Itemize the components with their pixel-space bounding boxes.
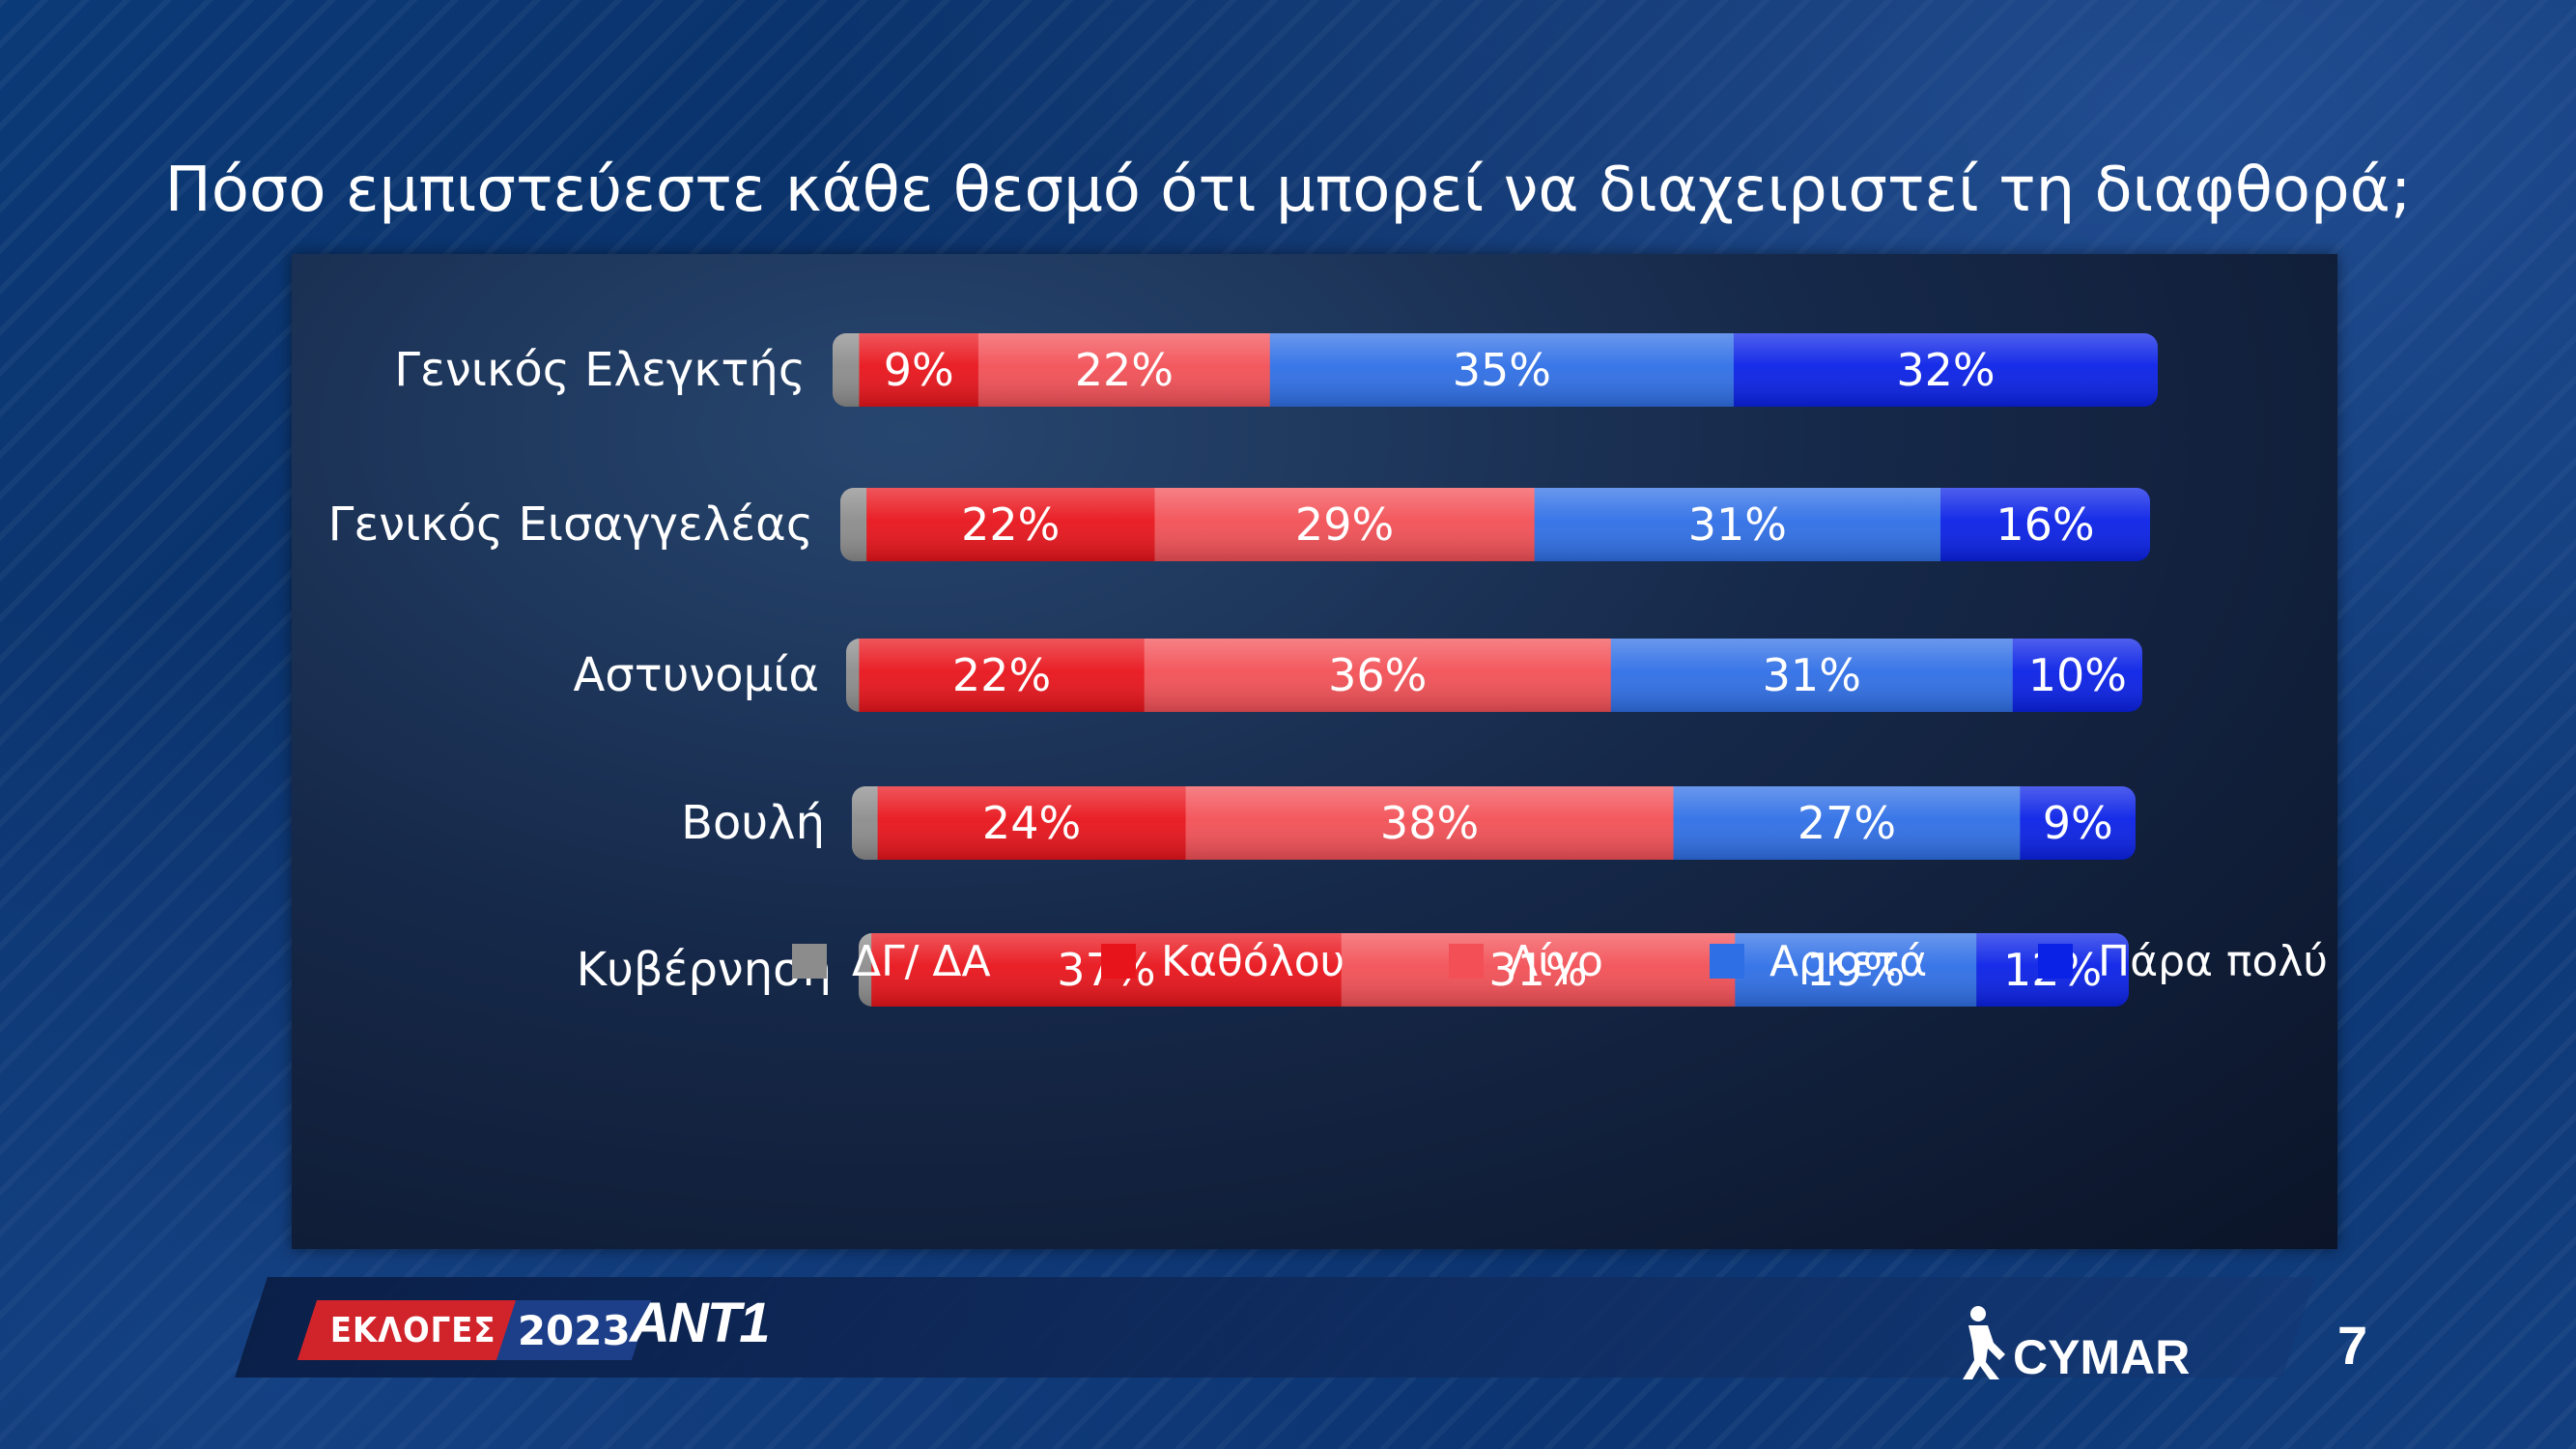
data-label: 16% — [1996, 498, 2094, 551]
data-label: 9% — [884, 344, 954, 396]
data-label: 31% — [1488, 944, 1587, 996]
data-label: 22% — [952, 649, 1051, 701]
legend-item: Πάρα πολύ — [2038, 927, 2328, 995]
page-number: 7 — [2337, 1315, 2368, 1376]
legend-swatch — [2038, 944, 2073, 979]
channel-logo: ANT1 — [630, 1292, 770, 1354]
year-badge: 2023 — [495, 1300, 652, 1360]
legend-item: Καθόλου — [1101, 927, 1345, 995]
legend-swatch — [1449, 944, 1484, 979]
data-label: 31% — [1763, 649, 1861, 701]
data-label: 22% — [1075, 344, 1174, 396]
data-label: 32% — [1896, 344, 1995, 396]
chart-panel: 9% 22% 35% 32% Γενικός Ελεγκτής 22% 29% 31% 16% Γ… — [292, 254, 2337, 1249]
bar-gloss — [833, 333, 2158, 407]
category-label: Βουλή — [681, 796, 825, 850]
data-label: 10% — [2028, 649, 2127, 701]
pollster-logo: CYMAR — [1961, 1294, 2190, 1381]
data-label: 36% — [1328, 649, 1427, 701]
elections-badge: ΕΚΛΟΓΕΣ — [297, 1300, 530, 1360]
data-label: 19% — [1806, 944, 1905, 996]
data-label: 35% — [1453, 344, 1551, 396]
year-label: 2023 — [517, 1306, 631, 1354]
legend-swatch — [792, 944, 827, 979]
legend-label: Αρκετά — [1769, 936, 1928, 986]
data-label: 9% — [2043, 797, 2113, 849]
data-label: 38% — [1380, 797, 1479, 849]
slide-title: Πόσο εμπιστεύεστε κάθε θεσμό ότι μπορεί … — [164, 155, 2412, 226]
category-label: Αστυνομία — [573, 648, 819, 702]
bar-row — [852, 786, 2136, 860]
bar-gloss — [859, 933, 2129, 1007]
pollster-name: CYMAR — [2013, 1330, 2191, 1384]
legend-label: ΔΓ/ ΔΑ — [852, 936, 991, 986]
legend-item: Αρκετά — [1710, 927, 1927, 995]
bar-gloss — [852, 786, 2136, 860]
legend-item: ΔΓ/ ΔΑ — [792, 927, 991, 995]
cymar-figure-icon — [1963, 1306, 2005, 1379]
bar-row — [859, 933, 2129, 1007]
legend-swatch — [1101, 944, 1136, 979]
bar-row — [833, 333, 2158, 407]
data-label: 31% — [1688, 498, 1787, 551]
bar-row — [846, 639, 2142, 712]
bar-row — [840, 488, 2150, 561]
elections-label: ΕΚΛΟΓΕΣ — [330, 1310, 496, 1350]
legend-label: Καθόλου — [1161, 936, 1345, 986]
stacked-bar-chart: 9% 22% 35% 32% Γενικός Ελεγκτής 22% 29% 31% 16% Γ… — [328, 333, 2158, 1007]
data-label: 24% — [982, 797, 1081, 849]
category-label: Κυβέρνηση — [577, 943, 832, 997]
category-label: Γενικός Ελεγκτής — [394, 343, 806, 397]
legend-item: Λίγο — [1449, 927, 1603, 995]
legend-label: Πάρα πολύ — [2098, 936, 2328, 986]
chart-legend: ΔΓ/ ΔΑ Καθόλου Λίγο Αρκετά Πάρα πολύ — [502, 927, 2337, 995]
bar-gloss — [846, 639, 2142, 712]
data-label: 29% — [1295, 498, 1394, 551]
data-label: 27% — [1798, 797, 1896, 849]
legend-swatch — [1710, 944, 1744, 979]
legend-label: Λίγο — [1509, 936, 1603, 986]
bar-gloss — [840, 488, 2150, 561]
category-label: Γενικός Εισαγγελέας — [328, 497, 813, 552]
data-label: 22% — [961, 498, 1060, 551]
